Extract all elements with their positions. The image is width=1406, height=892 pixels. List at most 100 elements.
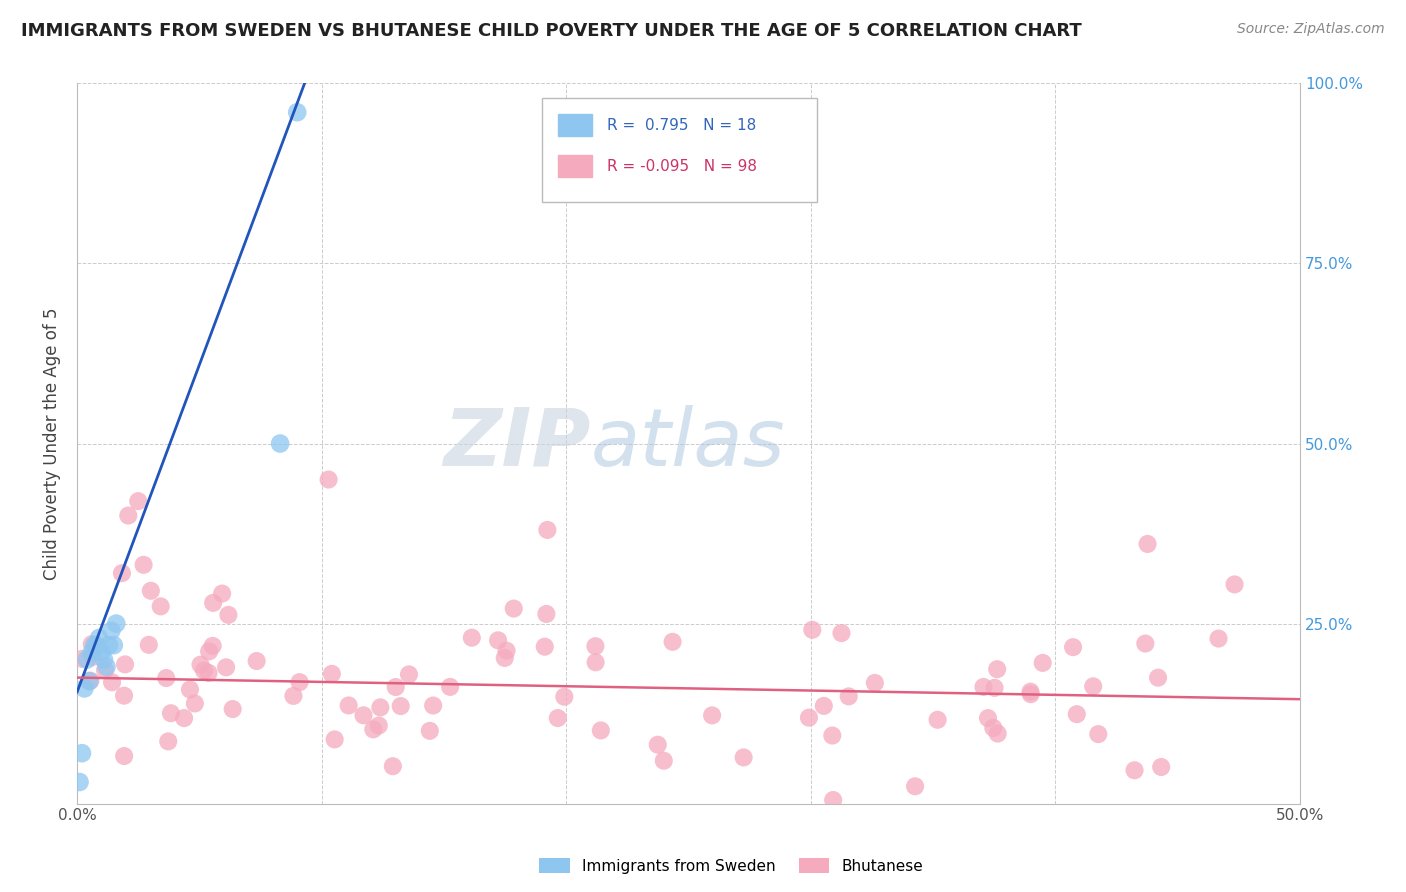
Point <box>553 690 575 704</box>
Point <box>73 681 96 696</box>
Point <box>1032 656 1054 670</box>
Point <box>1083 679 1105 693</box>
Point <box>114 657 136 672</box>
Point <box>117 508 139 523</box>
Point <box>494 651 516 665</box>
Point <box>132 558 155 572</box>
Point <box>80 645 103 659</box>
Text: ZIP: ZIP <box>443 405 591 483</box>
Point <box>202 596 225 610</box>
Bar <box>558 114 592 136</box>
Point <box>381 759 404 773</box>
Point <box>661 635 683 649</box>
Point <box>246 654 269 668</box>
Point <box>105 616 128 631</box>
Point <box>173 711 195 725</box>
Point <box>179 682 201 697</box>
Point <box>201 639 224 653</box>
Point <box>398 667 420 681</box>
Point <box>160 706 183 721</box>
Point <box>155 671 177 685</box>
Point <box>823 793 845 807</box>
Point <box>353 708 375 723</box>
Bar <box>558 155 592 178</box>
Point <box>1062 640 1084 654</box>
Point <box>700 708 723 723</box>
Point <box>93 652 115 666</box>
Point <box>547 711 569 725</box>
Legend: Immigrants from Sweden, Bhutanese: Immigrants from Sweden, Bhutanese <box>533 852 929 880</box>
Point <box>733 750 755 764</box>
Point <box>1223 577 1246 591</box>
Point <box>211 586 233 600</box>
Point <box>112 689 135 703</box>
Point <box>1066 707 1088 722</box>
Point <box>318 473 340 487</box>
Point <box>1087 727 1109 741</box>
Point <box>321 666 343 681</box>
Point <box>801 623 824 637</box>
FancyBboxPatch shape <box>541 98 817 202</box>
Text: R = -0.095   N = 98: R = -0.095 N = 98 <box>606 159 756 174</box>
Point <box>977 711 1000 725</box>
Point <box>90 645 112 659</box>
Point <box>461 631 484 645</box>
Point <box>536 523 558 537</box>
Point <box>986 662 1008 676</box>
Point <box>323 732 346 747</box>
Point <box>283 689 305 703</box>
Point <box>585 655 607 669</box>
Point <box>384 680 406 694</box>
Point <box>337 698 360 713</box>
Point <box>80 637 103 651</box>
Point <box>927 713 949 727</box>
Point <box>904 779 927 793</box>
Point <box>288 675 311 690</box>
Point <box>370 700 392 714</box>
Point <box>1019 684 1042 698</box>
Point <box>103 638 125 652</box>
Text: IMMIGRANTS FROM SWEDEN VS BHUTANESE CHILD POVERTY UNDER THE AGE OF 5 CORRELATION: IMMIGRANTS FROM SWEDEN VS BHUTANESE CHIL… <box>21 22 1081 40</box>
Point <box>87 631 110 645</box>
Point <box>838 690 860 704</box>
Point <box>76 652 98 666</box>
Point <box>422 698 444 713</box>
Point <box>983 681 1005 695</box>
Point <box>495 644 517 658</box>
Point <box>215 660 238 674</box>
Text: atlas: atlas <box>591 405 786 483</box>
Point <box>112 749 135 764</box>
Point <box>813 698 835 713</box>
Point <box>86 638 108 652</box>
Point <box>217 607 239 622</box>
Point <box>79 673 101 688</box>
Point <box>533 640 555 654</box>
Point <box>1019 687 1042 701</box>
Point <box>83 638 105 652</box>
Point <box>70 652 93 666</box>
Point <box>419 723 441 738</box>
Point <box>190 657 212 672</box>
Point <box>583 639 606 653</box>
Point <box>184 697 207 711</box>
Point <box>486 633 509 648</box>
Point <box>863 676 886 690</box>
Point <box>97 638 120 652</box>
Point <box>79 674 101 689</box>
Text: Source: ZipAtlas.com: Source: ZipAtlas.com <box>1237 22 1385 37</box>
Point <box>69 775 91 789</box>
Point <box>82 649 104 664</box>
Point <box>285 105 308 120</box>
Point <box>987 726 1010 740</box>
Point <box>1136 537 1159 551</box>
Point <box>389 699 412 714</box>
Point <box>821 729 844 743</box>
Point <box>1147 671 1170 685</box>
Point <box>502 601 524 615</box>
Point <box>981 721 1004 735</box>
Point <box>193 664 215 678</box>
Point <box>1123 764 1146 778</box>
Point <box>647 738 669 752</box>
Point <box>1208 632 1230 646</box>
Point <box>536 607 558 621</box>
